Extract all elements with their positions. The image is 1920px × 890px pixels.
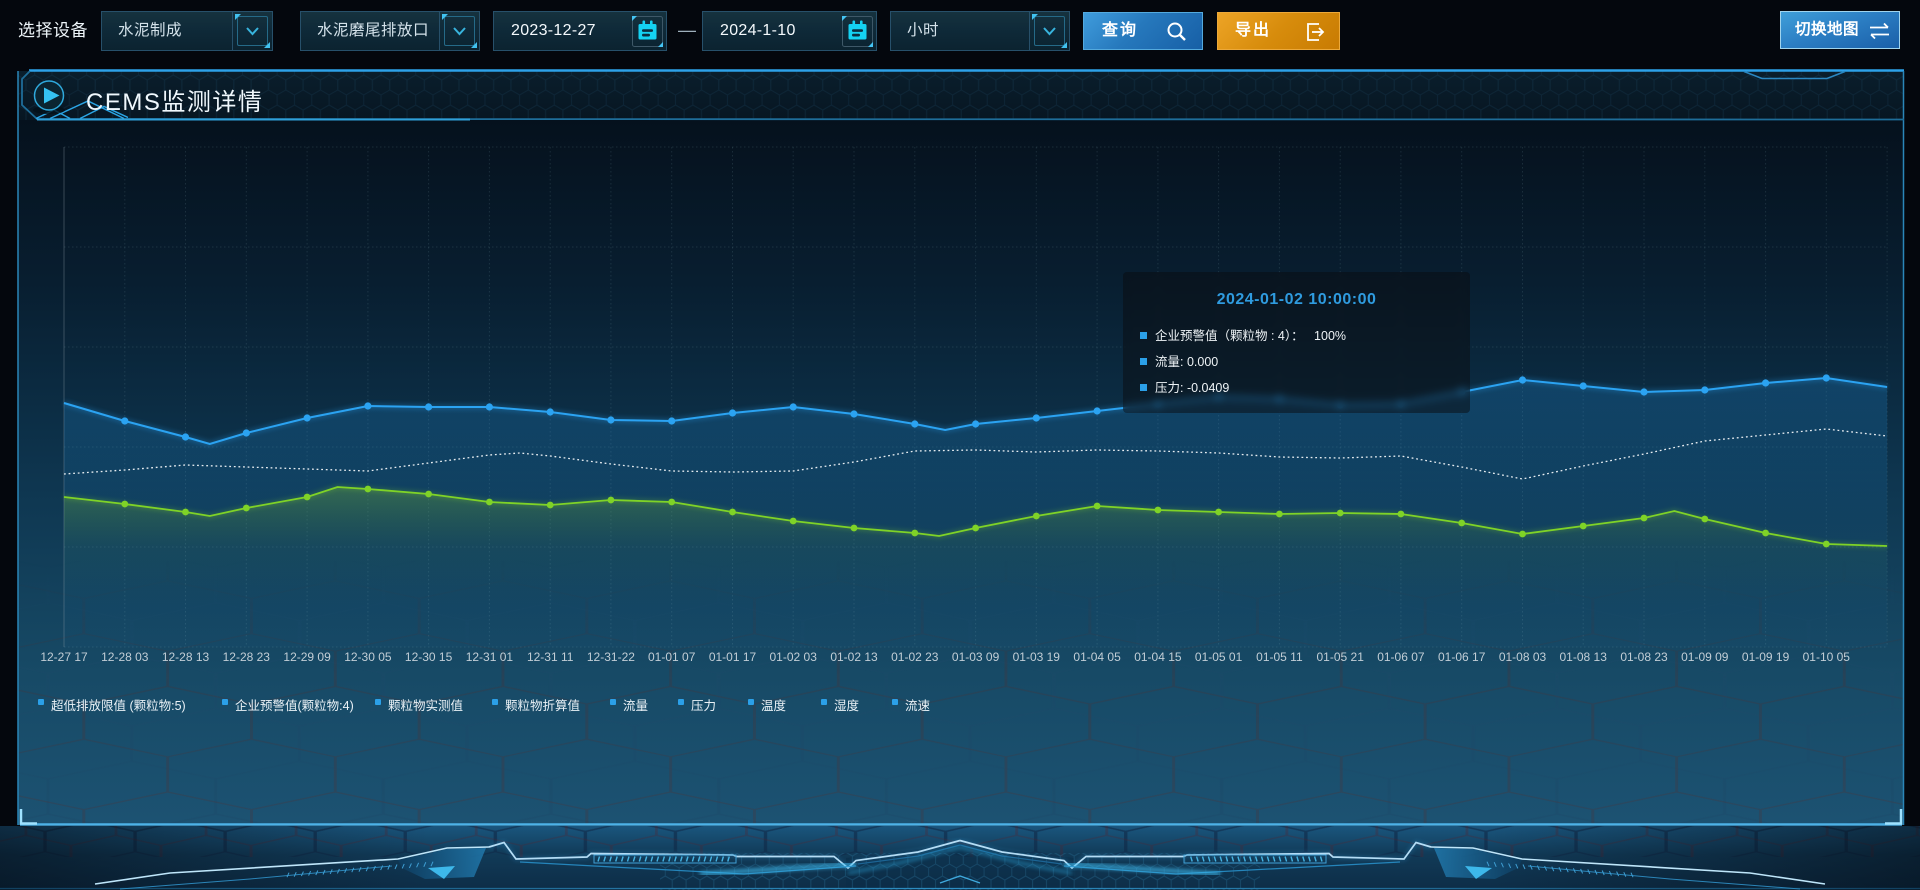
svg-text:12-28 13: 12-28 13: [162, 650, 210, 664]
svg-text:01-06 07: 01-06 07: [1377, 650, 1425, 664]
svg-text:12-31 11: 12-31 11: [527, 650, 574, 664]
svg-text:01-09 19: 01-09 19: [1742, 650, 1790, 664]
svg-text:01-04 15: 01-04 15: [1134, 650, 1182, 664]
svg-text:01-01 17: 01-01 17: [709, 650, 757, 664]
svg-text:01-09 09: 01-09 09: [1681, 650, 1729, 664]
svg-text:01-08 23: 01-08 23: [1620, 650, 1668, 664]
svg-text:12-27 17: 12-27 17: [40, 650, 88, 664]
svg-text:01-03 09: 01-03 09: [952, 650, 1000, 664]
svg-text:01-02 03: 01-02 03: [770, 650, 818, 664]
svg-text:压力: 压力: [691, 699, 716, 713]
svg-text:01-03 19: 01-03 19: [1013, 650, 1061, 664]
svg-text:颗粒物实测值: 颗粒物实测值: [388, 698, 463, 713]
svg-text:01-06 17: 01-06 17: [1438, 650, 1486, 664]
svg-text:12-31-22: 12-31-22: [587, 650, 635, 664]
svg-text:01-02 13: 01-02 13: [830, 650, 878, 664]
svg-text:温度: 温度: [761, 698, 787, 713]
svg-text:12-31 01: 12-31 01: [466, 650, 514, 664]
svg-text:01-01 07: 01-01 07: [648, 650, 696, 664]
svg-text:01-02 23: 01-02 23: [891, 650, 939, 664]
svg-text:企业预警值(颗粒物:4): 企业预警值(颗粒物:4): [235, 698, 354, 713]
svg-text:流速: 流速: [905, 699, 931, 713]
svg-text:12-28 03: 12-28 03: [101, 650, 149, 664]
svg-text:12-28 23: 12-28 23: [223, 650, 271, 664]
svg-text:01-10 05: 01-10 05: [1803, 650, 1851, 664]
svg-text:12-29 09: 12-29 09: [283, 650, 331, 664]
svg-text:流量: 流量: [623, 699, 648, 713]
svg-text:颗粒物折算值: 颗粒物折算值: [505, 698, 580, 713]
svg-text:01-08 13: 01-08 13: [1560, 650, 1608, 664]
svg-text:01-05 01: 01-05 01: [1195, 650, 1243, 664]
svg-text:12-30 15: 12-30 15: [405, 650, 453, 664]
svg-text:01-08 03: 01-08 03: [1499, 650, 1547, 664]
svg-text:01-04 05: 01-04 05: [1073, 650, 1121, 664]
svg-text:湿度: 湿度: [834, 698, 860, 713]
svg-text:超低排放限值 (颗粒物:5): 超低排放限值 (颗粒物:5): [51, 698, 186, 713]
svg-text:01-05 11: 01-05 11: [1256, 650, 1303, 664]
svg-text:12-30 05: 12-30 05: [344, 650, 392, 664]
svg-text:01-05 21: 01-05 21: [1317, 650, 1365, 664]
